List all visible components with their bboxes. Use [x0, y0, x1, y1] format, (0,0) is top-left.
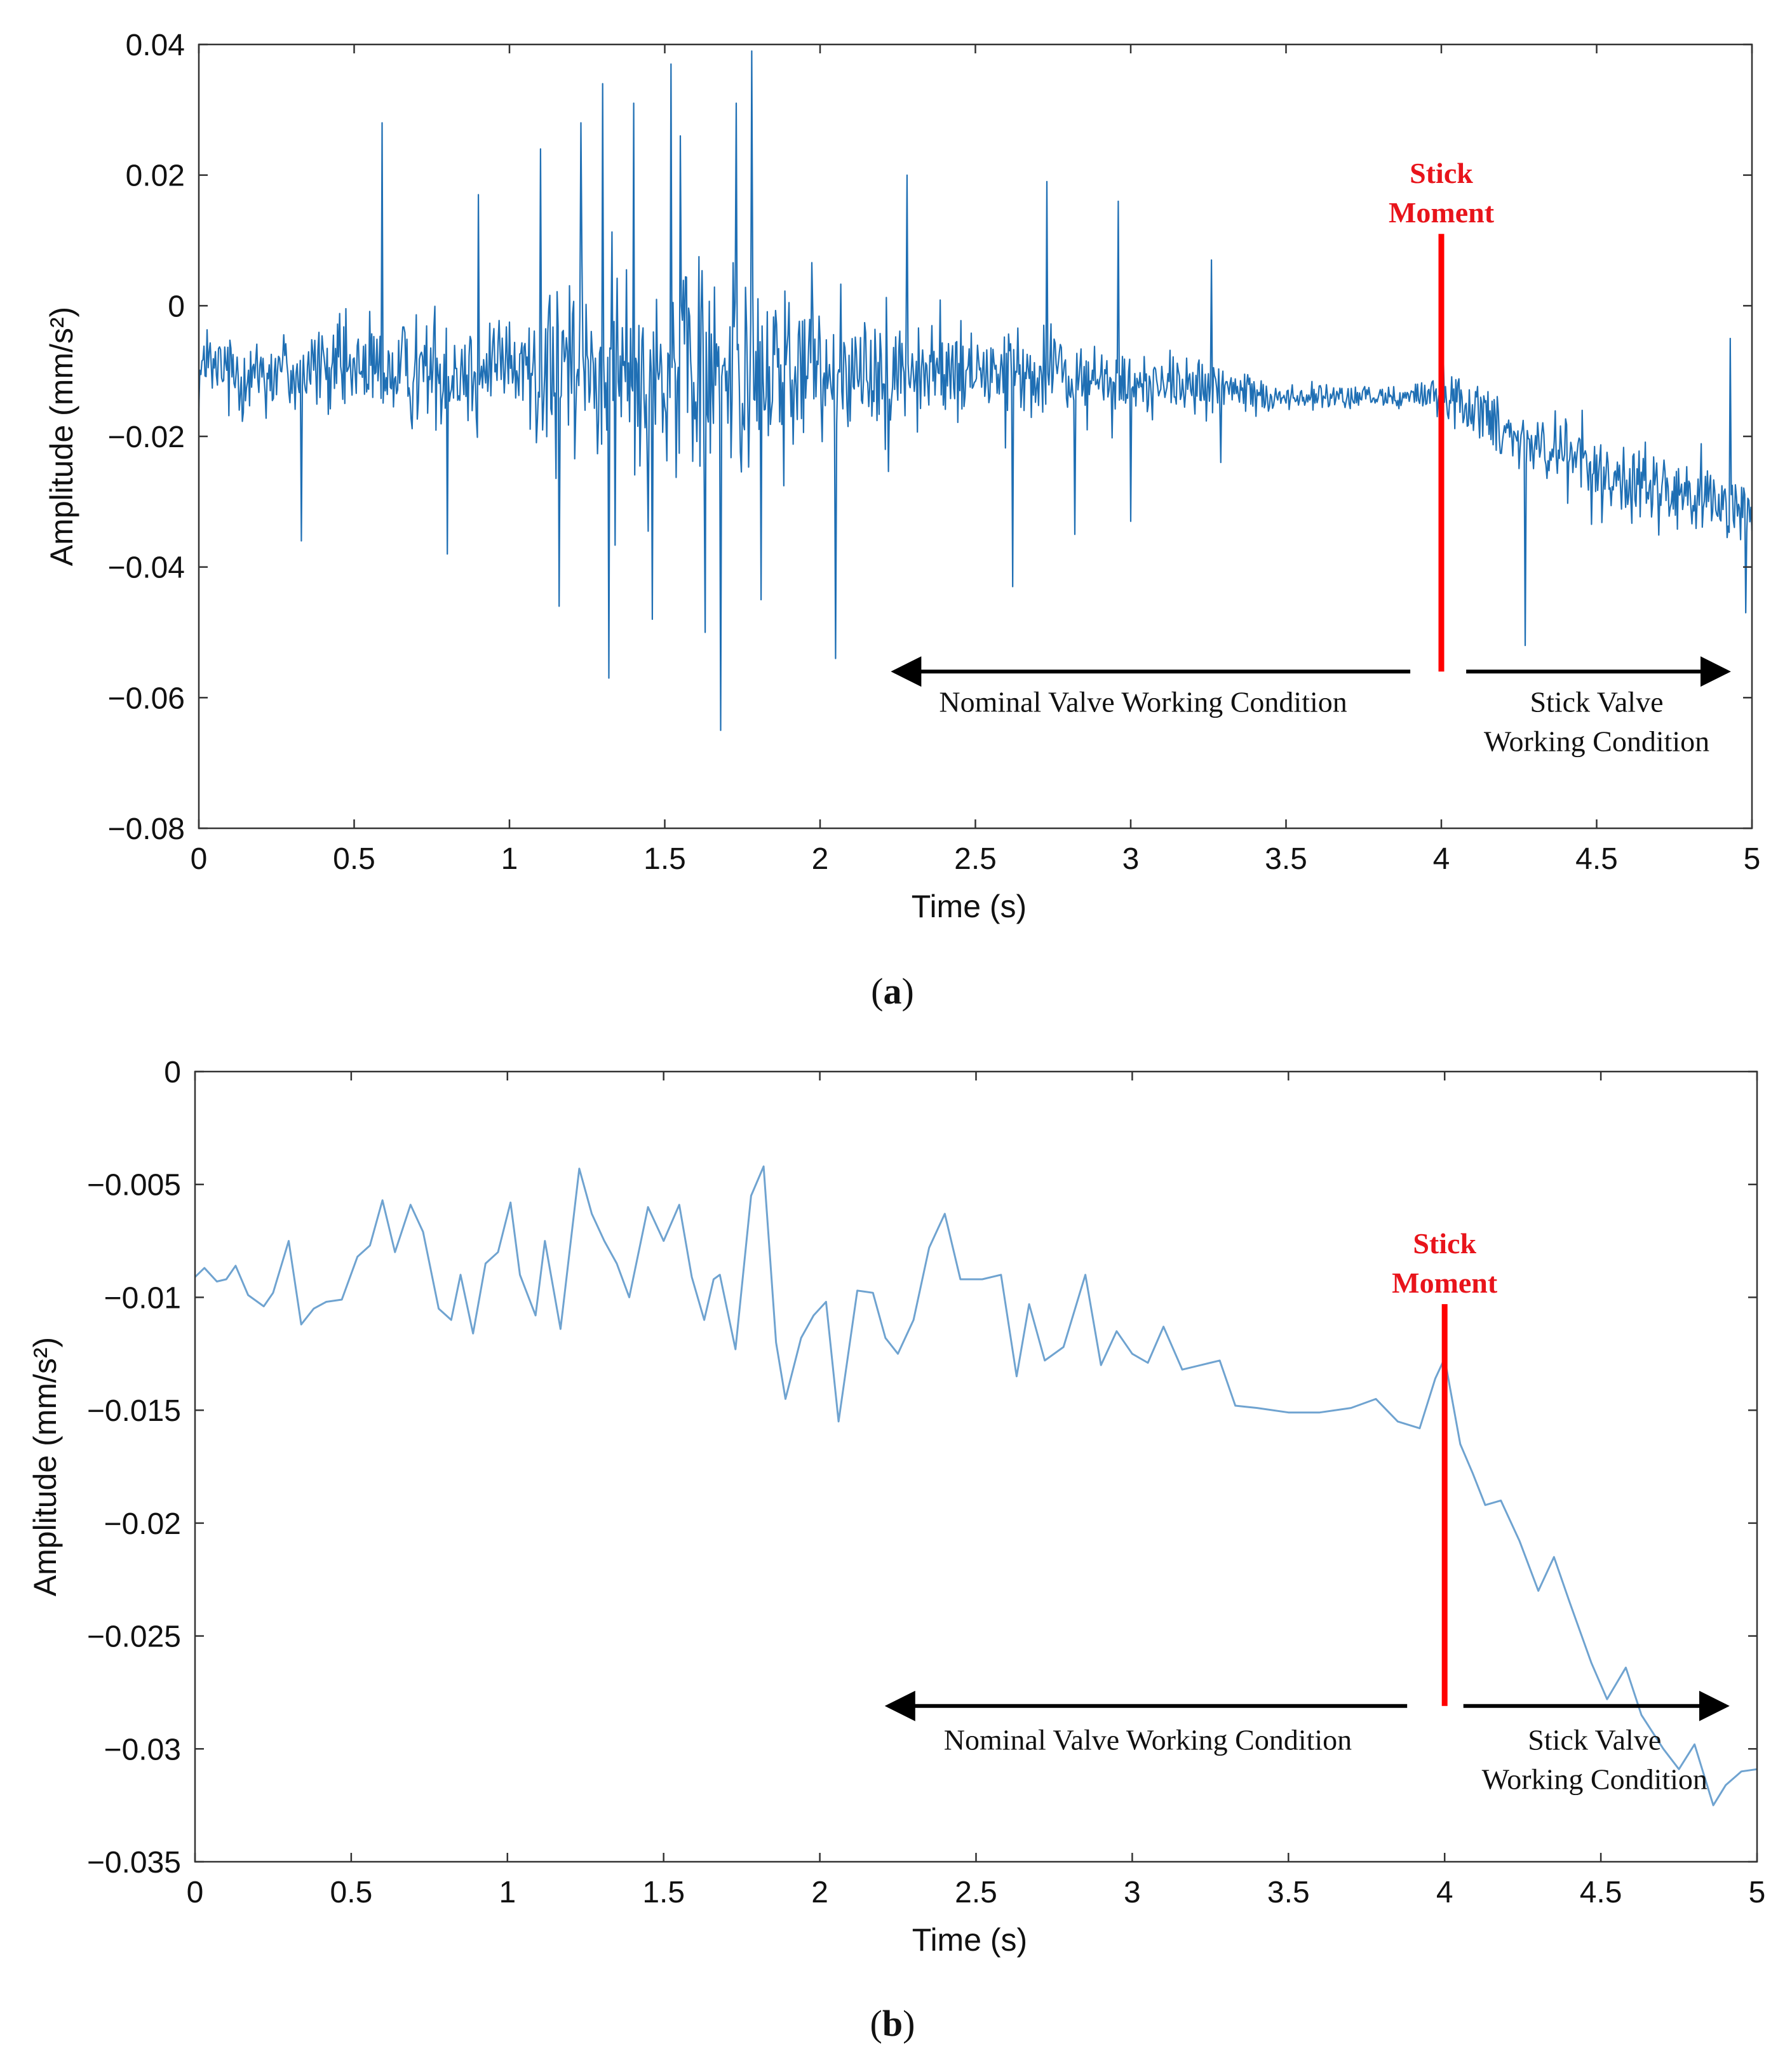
x-tick-label: 3.5 [1265, 842, 1307, 876]
x-tick-label: 0 [191, 842, 208, 876]
x-tick-label: 1.5 [643, 842, 686, 876]
x-axis-title: Time (s) [912, 889, 1027, 924]
stick-condition-label-line2: Working Condition [1484, 725, 1709, 758]
signal-series-line [194, 1165, 1758, 1806]
y-axis-title: Amplitude (mm/s²) [44, 307, 79, 566]
x-tick-label: 2 [812, 842, 829, 876]
stick-moment-label-line1: Stick [1410, 157, 1473, 189]
y-tick-label: 0 [164, 1056, 181, 1089]
x-tick-label: 5 [1749, 1876, 1766, 1909]
x-tick-label: 4.5 [1580, 1876, 1622, 1909]
x-tick-label: 1 [499, 1876, 516, 1909]
y-axis-title: Amplitude (mm/s²) [27, 1337, 63, 1596]
y-tick-label: −0.005 [87, 1169, 181, 1202]
y-tick-label: −0.03 [104, 1733, 181, 1766]
x-axis-title: Time (s) [912, 1922, 1027, 1958]
y-tick-label: −0.06 [108, 682, 185, 715]
x-tick-label: 3 [1122, 842, 1140, 876]
stick-moment-label-line2: Moment [1392, 1267, 1498, 1299]
stick-condition-label-line2: Working Condition [1482, 1763, 1708, 1796]
y-tick-label: −0.02 [104, 1507, 181, 1541]
x-tick-label: 3 [1124, 1876, 1141, 1909]
y-tick-label: −0.01 [104, 1281, 181, 1315]
panel-caption-b: (b) [870, 2003, 915, 2044]
y-tick-label: −0.02 [108, 420, 185, 454]
x-tick-label: 2.5 [954, 842, 997, 876]
x-tick-label: 2 [811, 1876, 828, 1909]
x-tick-label: 1.5 [642, 1876, 685, 1909]
panel-caption-a: (a) [871, 971, 914, 1012]
x-tick-label: 4.5 [1575, 842, 1618, 876]
y-tick-label: 0.02 [126, 159, 185, 193]
y-tick-label: −0.025 [87, 1620, 181, 1654]
stick-moment-label-line2: Moment [1389, 196, 1495, 229]
x-tick-label: 1 [501, 842, 518, 876]
chart-panel-a: 0 0.5 1 1.5 2 2.5 3 3.5 4 4.5 5 −0.08 −0.06 −0.04 −0.0… [44, 29, 1760, 1012]
y-tick-label: 0 [168, 290, 185, 323]
stick-moment-label-line1: Stick [1413, 1227, 1476, 1260]
signal-series-line [198, 50, 1753, 731]
y-tick-label: −0.08 [108, 812, 185, 846]
x-tick-label: 0.5 [333, 842, 375, 876]
y-tick-label: −0.035 [87, 1846, 181, 1880]
x-tick-label: 3.5 [1267, 1876, 1310, 1909]
x-tick-label: 0.5 [330, 1876, 373, 1909]
x-tick-label: 2.5 [955, 1876, 997, 1909]
y-tick-label: −0.015 [87, 1394, 181, 1428]
x-tick-label: 5 [1744, 842, 1761, 876]
x-tick-label: 4 [1433, 842, 1450, 876]
nominal-condition-label: Nominal Valve Working Condition [944, 1724, 1352, 1756]
nominal-condition-label: Nominal Valve Working Condition [939, 686, 1347, 718]
y-tick-label: −0.04 [108, 551, 185, 585]
stick-condition-label-line1: Stick Valve [1530, 686, 1664, 718]
y-tick-label: 0.04 [126, 29, 185, 62]
stick-condition-label-line1: Stick Valve [1528, 1724, 1661, 1756]
x-tick-label: 0 [187, 1876, 204, 1909]
chart-panel-b: 0 0.5 1 1.5 2 2.5 3 3.5 4 4.5 5 −0.035 −0.03 −0.025 −0… [27, 1056, 1765, 2044]
x-tick-label: 4 [1436, 1876, 1453, 1909]
